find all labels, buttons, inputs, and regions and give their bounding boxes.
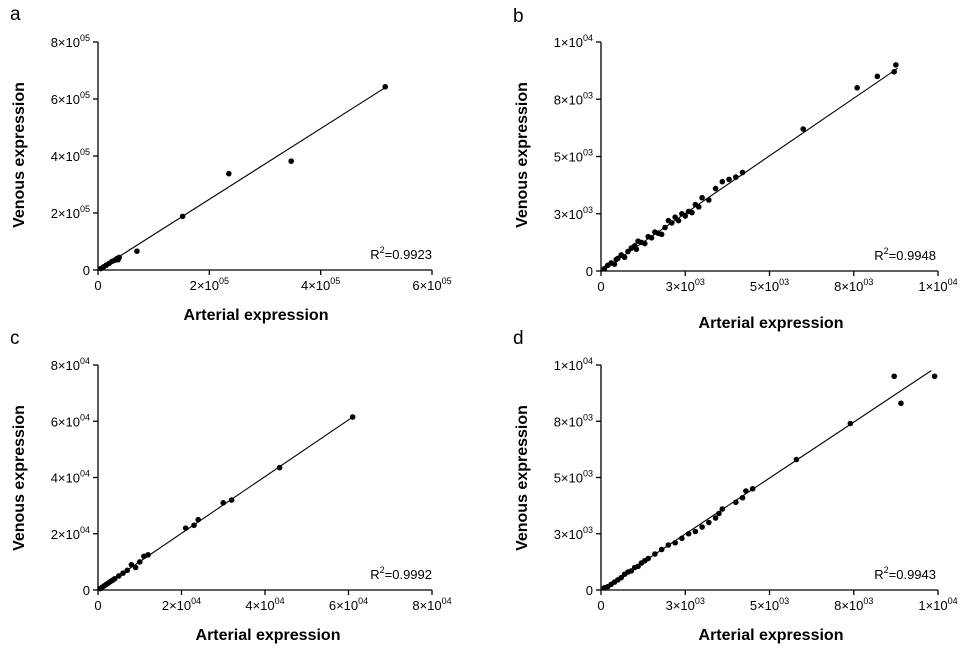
panel-a-xlabel: Arterial expression: [184, 307, 329, 324]
data-point: [712, 185, 719, 192]
x-tick-label: 8×1004: [412, 596, 451, 613]
x-tick-label: 2×1004: [162, 596, 201, 613]
data-point: [132, 564, 139, 571]
panel-c-ylabel: Venous expression: [11, 405, 28, 551]
x-tick-label: 8×1003: [834, 596, 873, 613]
data-point: [893, 62, 899, 68]
panel-b-r2-label: R2=0.9948: [874, 246, 936, 263]
y-tick-label: 4×1004: [51, 469, 90, 486]
panel-d-r2-label: R2=0.9943: [874, 565, 936, 582]
panel-d-letter: d: [513, 328, 524, 349]
panel-d-ticks: 0 3×1003 5×1003 8×1003 1×1004 0 3×1003 5×1003 8×…: [554, 356, 958, 613]
y-tick-label: 3×1003: [554, 205, 593, 222]
data-point: [891, 373, 897, 380]
data-point: [706, 519, 712, 526]
panel-b-ylabel: Venous expression: [514, 82, 531, 228]
data-point: [145, 552, 151, 558]
x-tick-label: 6×1005: [412, 276, 451, 293]
y-tick-label: 5×1003: [554, 469, 593, 486]
panel-c-r2-label: R2=0.9992: [370, 565, 432, 582]
y-tick-label: 2×1004: [51, 525, 90, 542]
panel-c-fit-line: [97, 416, 353, 591]
panel-d-points: [601, 373, 938, 591]
x-tick-label: 1×1004: [918, 277, 957, 294]
y-tick-label: 0: [83, 583, 90, 598]
x-tick-label: 3×1003: [666, 596, 705, 613]
x-tick-label: 6×1004: [329, 596, 368, 613]
x-tick-label: 0: [597, 279, 604, 294]
data-point: [226, 170, 232, 177]
data-point: [874, 73, 881, 80]
y-tick-label: 2×1005: [51, 204, 90, 221]
panel-c-xlabel: Arterial expression: [196, 627, 341, 644]
panel-a-ticks: 0 2×1005 4×1005 6×1005 0 2×1005 4×1005 6×1005 8×…: [51, 33, 452, 293]
y-tick-label: 5×1003: [554, 148, 593, 165]
data-point: [898, 400, 904, 407]
data-point: [931, 373, 938, 380]
panel-c-ticks: 0 2×1004 4×1004 6×1004 8×1004 0 2×1004 4×1004 6×…: [51, 356, 452, 613]
data-point: [891, 68, 897, 75]
x-tick-label: 8×1003: [834, 277, 873, 294]
y-tick-label: 1×1004: [554, 33, 593, 50]
panel-a-ylabel: Venous expression: [11, 82, 28, 228]
panel-d-ylabel: Venous expression: [514, 405, 531, 551]
panel-b-letter: b: [513, 6, 524, 27]
data-point: [658, 231, 665, 238]
x-tick-label: 0: [94, 598, 101, 613]
panel-a-letter: a: [10, 4, 21, 25]
x-tick-label: 4×1004: [245, 596, 284, 613]
data-point: [699, 524, 705, 530]
y-tick-label: 8×1003: [554, 90, 593, 107]
data-point: [800, 126, 806, 132]
y-tick-label: 8×1004: [51, 356, 90, 373]
x-tick-label: 3×1003: [666, 277, 705, 294]
data-point: [134, 248, 140, 254]
x-tick-label: 1×1004: [918, 596, 957, 613]
panel-b-xlabel: Arterial expression: [699, 315, 844, 332]
y-tick-label: 0: [586, 583, 593, 598]
y-tick-label: 0: [83, 263, 90, 278]
data-point: [689, 209, 695, 216]
y-tick-label: 8×1003: [554, 412, 593, 429]
panel-c-letter: c: [10, 328, 20, 349]
data-point: [719, 178, 726, 185]
data-point: [648, 234, 655, 241]
data-point: [699, 194, 705, 201]
y-tick-label: 4×1005: [51, 147, 90, 164]
panel-d: d Venous expression Arterial expression …: [513, 328, 958, 644]
x-tick-label: 5×1003: [750, 596, 789, 613]
data-point: [726, 176, 732, 183]
y-tick-label: 1×1004: [554, 356, 593, 373]
y-tick-label: 0: [586, 264, 593, 279]
data-point: [712, 515, 719, 521]
y-tick-label: 3×1003: [554, 525, 593, 542]
y-tick-label: 6×1005: [51, 90, 90, 107]
panel-c: c Venous expression Arterial expression …: [10, 328, 452, 644]
panel-a: a Venous expression Arterial expression …: [10, 4, 452, 324]
y-tick-label: 8×1005: [51, 33, 90, 50]
x-tick-label: 0: [94, 278, 101, 293]
panel-b-fit-line: [600, 67, 898, 272]
panel-a-r2-label: R2=0.9923: [370, 245, 432, 262]
x-tick-label: 2×1005: [190, 276, 229, 293]
data-point: [854, 85, 860, 91]
x-tick-label: 0: [597, 598, 604, 613]
x-tick-label: 4×1005: [301, 276, 340, 293]
y-tick-label: 6×1004: [51, 412, 90, 429]
data-point: [672, 214, 678, 220]
panel-a-axes: [97, 42, 432, 271]
panel-d-fit-line: [600, 370, 932, 591]
data-point: [288, 158, 294, 164]
x-tick-label: 5×1003: [750, 277, 789, 294]
panel-a-fit-line: [97, 87, 386, 271]
panel-d-xlabel: Arterial expression: [699, 627, 844, 644]
data-point: [692, 528, 699, 535]
panel-b: b Venous expression Arterial expression …: [513, 6, 958, 332]
panel-b-ticks: 0 3×1003 5×1003 8×1003 1×1004 0 3×1003 5×1003 8×…: [554, 33, 958, 294]
